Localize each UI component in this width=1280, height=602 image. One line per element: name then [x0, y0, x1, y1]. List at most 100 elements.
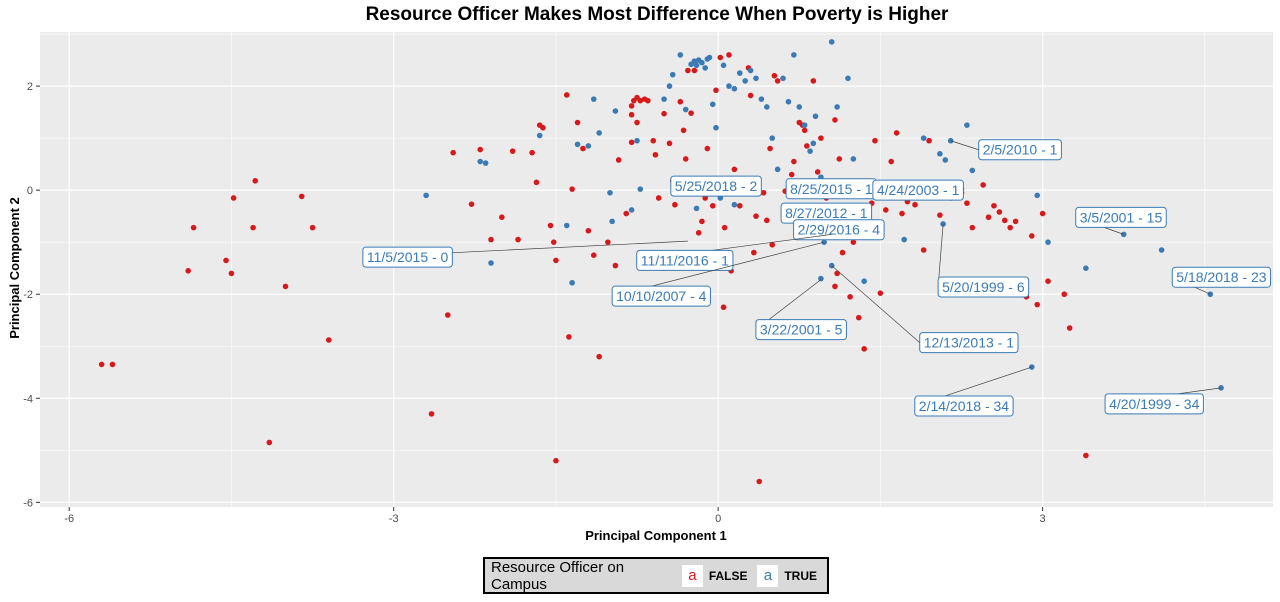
- x-tick-label: -6: [64, 513, 74, 525]
- data-point-false: [832, 283, 838, 290]
- data-point-false: [764, 217, 770, 224]
- data-point-false: [650, 137, 657, 144]
- data-point-false: [839, 249, 846, 256]
- data-point-true: [628, 207, 635, 213]
- annotation-text: 4/24/2003 - 1: [877, 182, 960, 198]
- data-point-true: [609, 218, 615, 225]
- data-point-true: [590, 96, 597, 102]
- data-point-false: [661, 110, 667, 117]
- data-point-false: [937, 212, 943, 218]
- data-point-false: [529, 149, 535, 156]
- data-point-true: [488, 260, 494, 266]
- data-point-true: [669, 71, 676, 78]
- annotation-label: 8/25/2015 - 1: [785, 178, 878, 200]
- annotation-box: [1171, 266, 1272, 288]
- data-point-false: [590, 252, 597, 258]
- data-point-true: [937, 150, 943, 157]
- y-tick-label: -4: [23, 393, 33, 405]
- annotation-label: 5/20/1999 - 6: [937, 223, 1030, 298]
- data-point-false: [818, 135, 824, 141]
- data-point-false: [980, 182, 986, 188]
- annotation-box: [670, 175, 762, 197]
- annotation-box: [914, 395, 1014, 417]
- data-point-false: [850, 239, 857, 245]
- annotation-label: 11/5/2015 - 0: [362, 240, 688, 268]
- data-point-false: [991, 202, 997, 209]
- annotation-text: 5/25/2018 - 2: [675, 178, 758, 194]
- data-point-false: [767, 145, 773, 152]
- annotation-text: 5/18/2018 - 23: [1176, 269, 1267, 285]
- data-point-false: [769, 241, 776, 248]
- data-point-false: [847, 294, 853, 300]
- data-point-true: [964, 122, 970, 128]
- data-point-true: [637, 186, 644, 192]
- data-point-true: [563, 222, 570, 229]
- data-point-false: [1029, 233, 1035, 239]
- data-point-true: [764, 104, 770, 110]
- data-point-false: [969, 224, 976, 231]
- data-point-false: [98, 361, 105, 368]
- x-axis-ticks: -6 -3 0 3: [64, 507, 1046, 525]
- data-point-false: [477, 146, 484, 153]
- data-point-false: [628, 111, 635, 118]
- data-point-true: [682, 106, 689, 113]
- data-point-false: [185, 268, 191, 274]
- legend-label-true: TRUE: [784, 568, 817, 583]
- data-point-false: [533, 179, 540, 186]
- data-point-false: [1045, 278, 1051, 285]
- data-point-false: [569, 186, 575, 192]
- data-point-false: [672, 201, 678, 208]
- data-point-true: [713, 124, 719, 131]
- data-point-false: [309, 224, 316, 231]
- data-point-false: [731, 166, 738, 173]
- data-point-true: [634, 137, 640, 144]
- annotation-text: 2/5/2010 - 1: [983, 142, 1058, 158]
- data-point-false: [926, 137, 932, 144]
- data-point-false: [695, 230, 702, 236]
- annotations: 2/5/2010 - 15/25/2018 - 2 8/25/2015 - 1 4/…: [362, 139, 1272, 417]
- data-point-false: [691, 67, 698, 74]
- data-point-false: [612, 262, 619, 269]
- annotation-text: 11/11/2016 - 1: [641, 252, 729, 268]
- data-point-false: [912, 201, 918, 208]
- data-point-false: [1083, 452, 1089, 459]
- data-point-true: [699, 59, 705, 66]
- annotation-box: [636, 249, 734, 271]
- data-point-false: [488, 236, 494, 243]
- data-point-false: [1001, 217, 1008, 224]
- data-point-false: [628, 103, 635, 109]
- data-point-true: [758, 96, 765, 102]
- data-point-false: [688, 110, 694, 116]
- data-point-false: [677, 98, 684, 105]
- data-point-false: [774, 78, 781, 84]
- data-point-false: [634, 119, 640, 126]
- data-point-true: [969, 167, 976, 174]
- data-point-false: [736, 202, 743, 209]
- data-point-false: [713, 87, 719, 94]
- annotation-box: [919, 332, 1019, 354]
- annotation-text: 8/25/2015 - 1: [790, 181, 873, 197]
- data-point-true: [709, 101, 716, 108]
- data-point-false: [252, 177, 259, 184]
- legend: Resource Officer on Campus a FALSE a TRU…: [483, 557, 829, 594]
- x-axis-label: Principal Component 1: [585, 528, 727, 543]
- annotation-leader: [937, 223, 944, 288]
- annotation-text: 2/14/2018 - 34: [919, 398, 1010, 414]
- annotation-label: 3/22/2001 - 5: [755, 279, 847, 341]
- data-point-false: [250, 224, 256, 231]
- data-point-true: [834, 104, 840, 110]
- data-point-true: [780, 75, 786, 82]
- data-point-true: [861, 278, 867, 285]
- data-point-false: [580, 145, 586, 152]
- data-point-true: [720, 62, 727, 69]
- data-point-false: [751, 249, 757, 256]
- annotation-text: 4/20/1999 - 34: [1109, 396, 1200, 412]
- legend-label-false: FALSE: [708, 568, 748, 583]
- series-true: [423, 39, 1224, 391]
- data-point-true: [850, 156, 857, 162]
- y-tick-label: -6: [23, 497, 33, 509]
- data-point-false: [605, 239, 611, 245]
- annotation-text: 3/5/2001 - 15: [1080, 209, 1163, 225]
- data-point-false: [814, 169, 821, 175]
